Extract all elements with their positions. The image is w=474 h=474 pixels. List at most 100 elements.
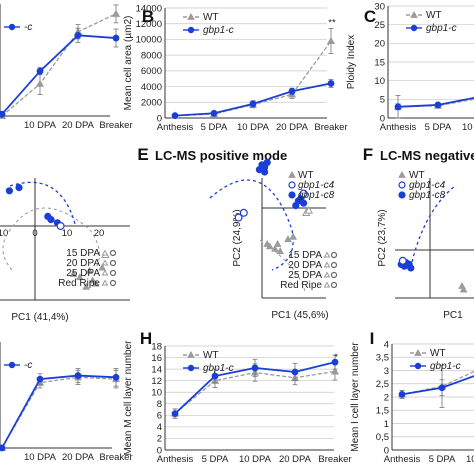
x-axis-label-f: PC1 — [443, 310, 463, 321]
panel-letter-f: F — [363, 145, 373, 164]
legend-label-f: WT — [409, 170, 425, 181]
data-point-mut-i — [398, 390, 406, 398]
y-tick-label-c: 5 — [380, 95, 385, 106]
legend-marker-e — [330, 281, 338, 289]
x-tick-label-i: 5 DPA — [429, 454, 456, 465]
y-tick-label-c: 20 — [374, 39, 385, 50]
legend-marker-b — [187, 12, 195, 20]
data-point-mut-i — [438, 384, 446, 392]
legend-marker-f — [398, 191, 406, 199]
x-tick-label-d: 10 — [62, 228, 73, 239]
data-point-wt-e — [265, 242, 274, 250]
legend-marker-i — [414, 362, 422, 370]
y-tick-label-b: 0 — [157, 113, 162, 124]
data-point-mut-g — [0, 444, 6, 452]
legend-marker-d — [101, 279, 109, 286]
data-point-wt-e — [271, 244, 279, 252]
legend-marker-e — [288, 170, 296, 178]
data-point-wt-a — [111, 9, 121, 17]
legend-marker-b — [187, 26, 195, 34]
data-point-mut-g — [74, 372, 82, 379]
legend-label-h: WT — [203, 350, 219, 361]
y-tick-label-b: 4000 — [141, 82, 162, 93]
legend-marker-e — [288, 191, 296, 199]
data-point-open-mut-e — [299, 189, 308, 198]
x-tick-label-c: Anthesis — [380, 122, 417, 133]
data-point-mut-c — [434, 101, 442, 109]
legend-label-c: WT — [426, 10, 442, 21]
y-axis-label-b: Mean cell area (µm2) — [123, 16, 134, 111]
legend-label-e: Red Ripe — [280, 280, 322, 291]
y-tick-label-h: 14 — [151, 364, 162, 375]
x-tick-label-a: 20 DPA — [62, 120, 95, 131]
y-axis-label-h: Mean M cell layer number — [123, 340, 134, 456]
data-point-wt-d — [91, 279, 100, 287]
y-tick-label-i: 1 — [384, 419, 389, 430]
data-point-mut-d — [5, 187, 13, 195]
data-point-wt-d — [75, 273, 84, 281]
legend-label-i: WT — [430, 348, 446, 359]
x-tick-label-b: 5 DPA — [201, 122, 228, 133]
trajectory-mut-f — [411, 185, 456, 263]
panel-title-e: LC-MS positive mode — [155, 148, 287, 163]
data-point-mut-b — [288, 87, 296, 95]
y-tick-label-i: 0 — [384, 445, 389, 456]
legend-label-f: gbp1-c4 — [409, 180, 446, 191]
legend-label-e: gbp1-c8 — [298, 190, 335, 201]
x-tick-label-i: Anthesis — [384, 454, 421, 465]
y-tick-label-i: 3 — [384, 366, 389, 377]
x-tick-label-h: 10 DPA — [239, 454, 272, 465]
legend-marker-d — [101, 249, 109, 256]
panel-letter-c: C — [364, 7, 376, 26]
y-axis-label-f: PC2 (23,7%) — [377, 209, 388, 266]
trajectory-mut-e — [209, 179, 294, 271]
y-tick-label-h: 2 — [157, 434, 162, 445]
significance-mark-b: ** — [328, 17, 336, 28]
legend-label-e: 20 DPA — [288, 260, 322, 271]
data-point-wt-e — [284, 235, 292, 243]
panel-letter-i: I — [370, 329, 375, 348]
x-axis-label-e: PC1 (45,6%) — [271, 310, 328, 321]
legend-marker-c — [410, 24, 418, 32]
trajectory-mut-d — [9, 181, 76, 225]
legend-marker-d — [109, 249, 117, 257]
legend-label-e: gbp1-c4 — [298, 180, 335, 191]
y-tick-label-h: 8 — [157, 399, 162, 410]
legend-marker-a — [8, 23, 16, 31]
legend-marker-d — [109, 269, 117, 277]
data-point-open-mut-d — [56, 222, 65, 231]
x-tick-label-g: 20 DPA — [62, 452, 95, 463]
y-tick-label-h: 10 — [151, 388, 162, 399]
trajectory-wt-d — [2, 207, 100, 271]
data-point-mut-a — [74, 31, 82, 39]
data-point-wt-d — [82, 282, 91, 290]
series-line-wt-a — [1, 13, 117, 117]
data-point-mut-b — [171, 112, 179, 120]
x-tick-label-a: 10 DPA — [24, 120, 57, 131]
legend-label-e: 25 DPA — [288, 270, 322, 281]
x-tick-label-d: 20 — [94, 228, 105, 239]
legend-label-d: Red Ripe — [58, 278, 100, 289]
y-tick-label-h: 4 — [157, 422, 162, 433]
x-tick-label-c: 10 DPA — [462, 122, 474, 133]
x-tick-label-h: Anthesis — [157, 454, 194, 465]
legend-marker-e — [323, 281, 331, 288]
y-tick-label-b: 2000 — [141, 98, 162, 109]
legend-marker-e — [330, 251, 338, 259]
data-point-wt-h — [330, 367, 340, 375]
legend-label-e: WT — [298, 170, 314, 181]
series-line-mut-a — [1, 34, 117, 115]
panel-letter-b: B — [142, 7, 154, 26]
x-tick-label-a: Breaker — [99, 120, 132, 131]
legend-label-f: gbp1-c8 — [409, 190, 446, 201]
legend-marker-h — [187, 350, 195, 358]
legend-marker-e — [323, 261, 331, 268]
legend-marker-d — [101, 269, 109, 276]
data-point-mut-d — [47, 216, 55, 224]
y-tick-label-i: 2 — [384, 392, 389, 403]
y-tick-label-c: 30 — [374, 1, 385, 12]
data-point-mut-b — [210, 109, 218, 117]
y-tick-label-h: 0 — [157, 445, 162, 456]
data-point-mut-h — [171, 410, 179, 418]
significance-mark-a: * — [115, 0, 119, 5]
